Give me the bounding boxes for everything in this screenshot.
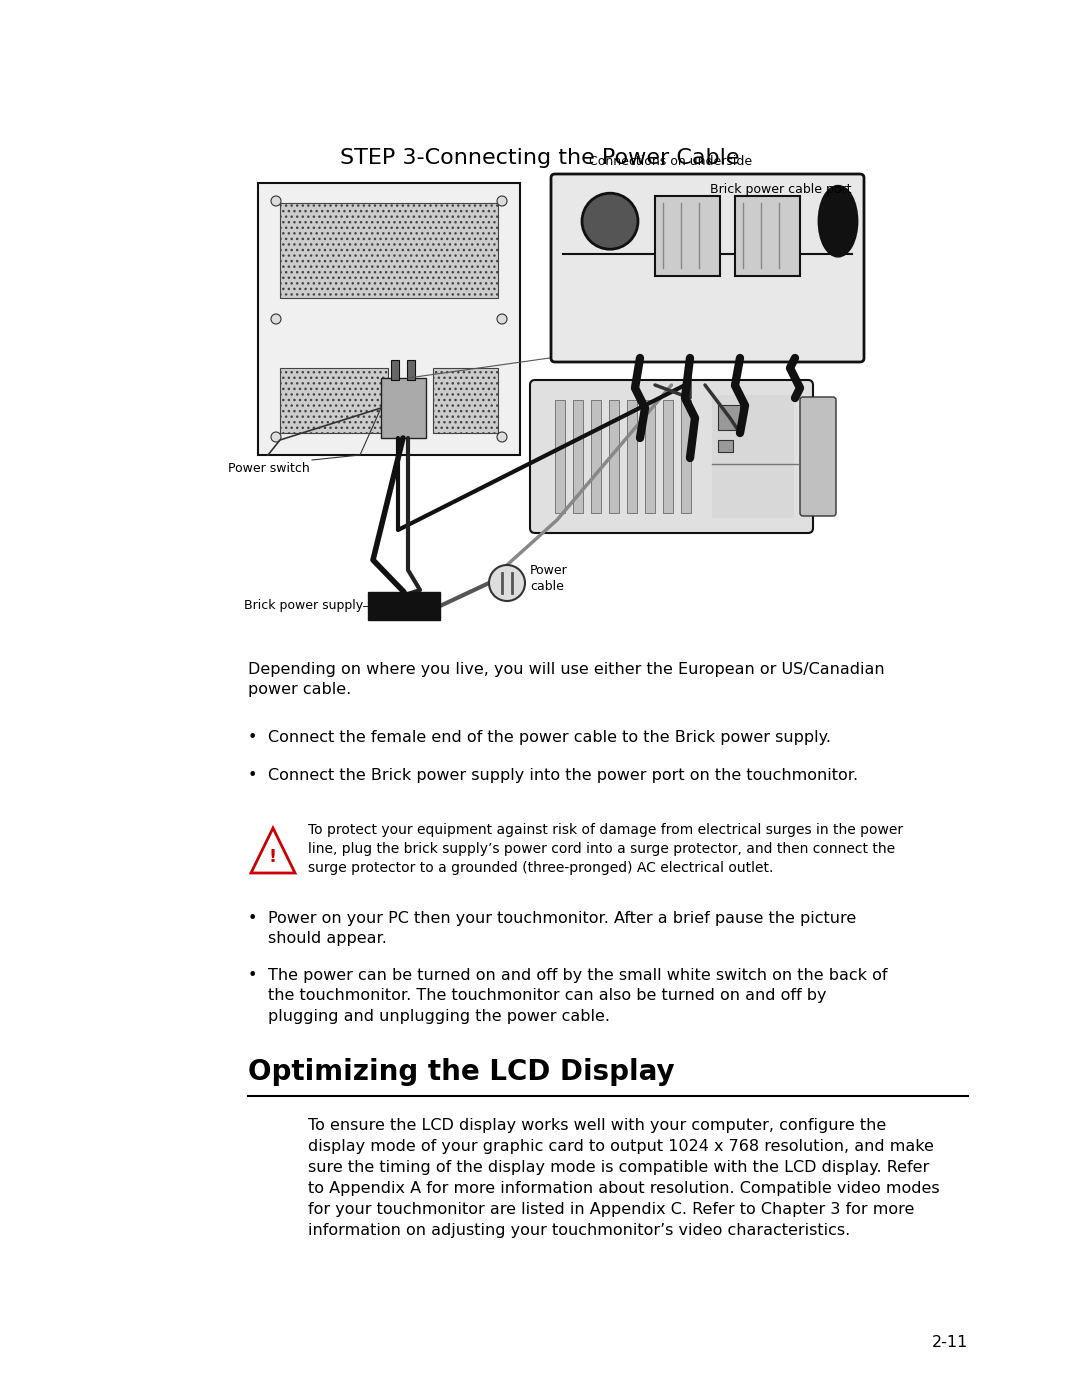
Bar [609,400,619,513]
Bar [718,440,733,453]
Bar [280,203,498,298]
Text: Power on your PC then your touchmonitor. After a brief pause the picture
should : Power on your PC then your touchmonitor.… [268,911,856,946]
Bar [681,400,691,513]
Text: •: • [248,911,257,926]
Text: Connect the female end of the power cable to the Brick power supply.: Connect the female end of the power cabl… [268,731,831,745]
Text: Brick power supply: Brick power supply [244,599,363,612]
Circle shape [497,196,507,205]
Bar [407,360,415,380]
Bar [573,400,583,513]
FancyBboxPatch shape [551,175,864,362]
Text: •: • [248,968,257,983]
Bar [381,379,426,439]
Text: Connections on underside: Connections on underside [590,155,753,168]
Text: !: ! [269,848,278,866]
Bar [718,405,740,430]
Bar [645,400,654,513]
Bar [627,400,637,513]
Ellipse shape [819,186,858,256]
Bar [713,395,795,518]
Circle shape [271,432,281,441]
Circle shape [582,193,638,249]
Circle shape [497,314,507,324]
Text: STEP 3-Connecting the Power Cable: STEP 3-Connecting the Power Cable [340,148,740,168]
FancyBboxPatch shape [800,397,836,515]
Text: To ensure the LCD display works well with your computer, configure the
display m: To ensure the LCD display works well wit… [308,1118,940,1238]
Circle shape [489,564,525,601]
Text: •: • [248,731,257,745]
Text: 2-11: 2-11 [932,1336,968,1350]
Bar [555,400,565,513]
Text: The power can be turned on and off by the small white switch on the back of
the : The power can be turned on and off by th… [268,968,888,1024]
Bar [735,196,800,277]
Circle shape [497,432,507,441]
FancyBboxPatch shape [530,380,813,534]
Text: Optimizing the LCD Display: Optimizing the LCD Display [248,1058,675,1085]
Bar [280,367,388,433]
Bar [368,592,440,620]
Bar [391,360,399,380]
Text: Power switch: Power switch [228,462,310,475]
Bar [433,367,498,433]
Text: Brick power cable port: Brick power cable port [711,183,852,196]
Text: •: • [248,768,257,782]
Bar [663,400,673,513]
Text: Connect the Brick power supply into the power port on the touchmonitor.: Connect the Brick power supply into the … [268,768,859,782]
Text: Depending on where you live, you will use either the European or US/Canadian
pow: Depending on where you live, you will us… [248,662,885,697]
Text: To protect your equipment against risk of damage from electrical surges in the p: To protect your equipment against risk o… [308,823,903,875]
Bar [654,196,720,277]
Bar [258,183,519,455]
Circle shape [271,196,281,205]
Circle shape [271,314,281,324]
Polygon shape [251,828,295,873]
Bar [591,400,600,513]
Text: Power
cable: Power cable [530,563,568,592]
